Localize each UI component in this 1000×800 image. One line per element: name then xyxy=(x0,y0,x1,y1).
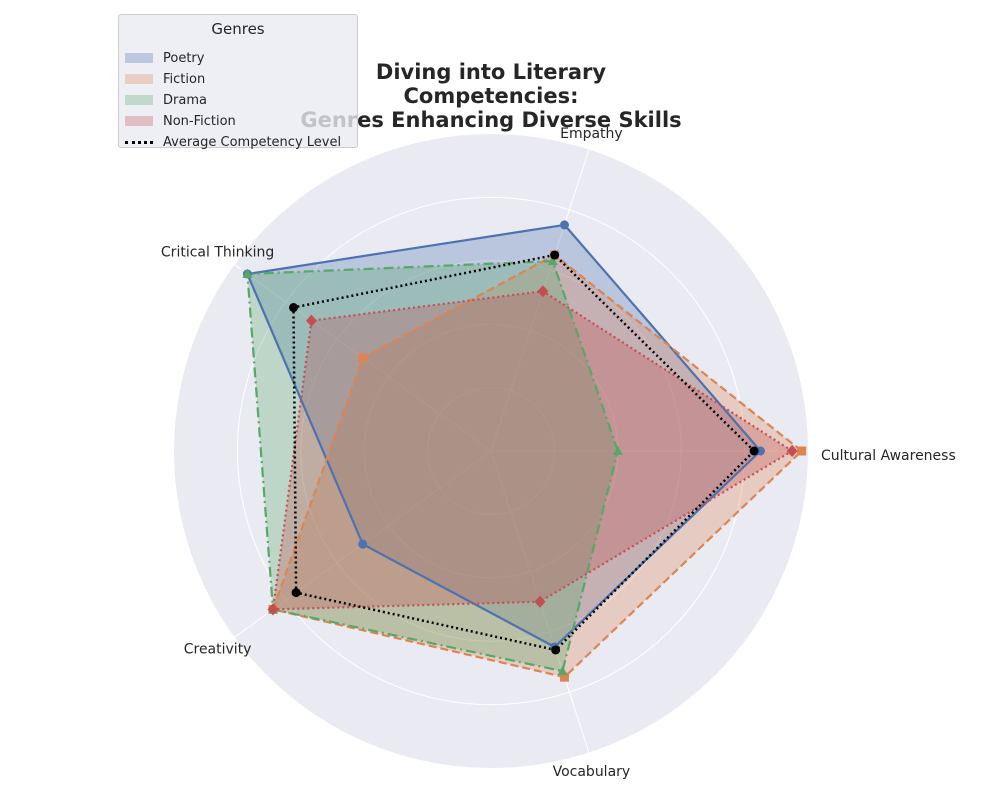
axis-label-vocabulary: Vocabulary xyxy=(553,764,631,780)
legend-item-fiction: Fiction xyxy=(125,70,205,88)
marker-drama xyxy=(612,445,623,455)
axis-label-cultural-awareness: Cultural Awareness xyxy=(821,448,956,464)
axis-label-empathy: Empathy xyxy=(560,126,623,142)
chart-title-line-1: Diving into Literary Competencies: xyxy=(375,60,607,108)
grid-spoke xyxy=(490,149,590,452)
marker-drama xyxy=(557,665,568,676)
marker-fiction xyxy=(559,672,569,682)
marker-average-competency-level xyxy=(291,588,301,598)
marker-drama xyxy=(547,255,558,266)
legend-item-drama: Drama xyxy=(125,91,207,109)
marker-fiction xyxy=(358,353,368,363)
legend-swatch-non-fiction xyxy=(125,116,153,126)
series-fill-drama xyxy=(247,261,618,672)
series-lines xyxy=(246,223,803,679)
marker-average-competency-level xyxy=(551,645,561,655)
marker-average-competency-level xyxy=(289,303,299,313)
marker-poetry xyxy=(755,446,765,456)
legend-label-average: Average Competency Level xyxy=(163,134,342,150)
marker-non-fiction xyxy=(305,314,317,327)
marker-non-fiction xyxy=(786,445,798,457)
legend-label-fiction: Fiction xyxy=(163,71,206,87)
legend-title: Genres xyxy=(211,20,265,38)
marker-fiction xyxy=(797,446,807,456)
legend-swatch-poetry xyxy=(125,53,153,63)
axis-labels: Cultural Awareness Empathy Critical Thinki… xyxy=(161,126,956,780)
series-line-poetry xyxy=(246,223,762,649)
series-markers xyxy=(242,220,807,682)
marker-non-fiction xyxy=(537,285,549,298)
legend-item-non-fiction: Non-Fiction xyxy=(125,112,236,130)
axis-label-creativity: Creativity xyxy=(184,642,252,658)
marker-non-fiction xyxy=(267,603,279,616)
series-line-fiction xyxy=(271,253,803,679)
legend-item-average: Average Competency Level xyxy=(125,133,341,151)
marker-drama xyxy=(242,268,253,278)
series-line-drama xyxy=(246,260,619,673)
legend-item-poetry: Poetry xyxy=(125,49,204,67)
axis-label-critical-thinking: Critical Thinking xyxy=(161,244,274,260)
legend-swatch-fiction xyxy=(125,74,153,84)
marker-poetry xyxy=(559,220,569,230)
legend: Genres Poetry Fiction Drama Non-Fiction … xyxy=(118,14,358,151)
marker-poetry xyxy=(358,539,368,549)
legend-swatch-drama xyxy=(125,95,153,105)
series-fill-fiction xyxy=(273,255,802,678)
polar-grid xyxy=(234,149,808,753)
series-line-non-fiction xyxy=(271,290,794,611)
legend-label-non-fiction: Non-Fiction xyxy=(163,113,236,129)
legend-label-drama: Drama xyxy=(163,92,207,108)
legend-line-average xyxy=(125,140,153,144)
chart-title-line-2: Genres Enhancing Diverse Skills xyxy=(300,108,682,132)
series-fill-non-fiction xyxy=(273,291,793,610)
marker-non-fiction xyxy=(534,595,546,608)
marker-average-competency-level xyxy=(550,250,560,260)
chart-title: Diving into Literary Competencies: Genre… xyxy=(291,60,691,132)
marker-average-competency-level xyxy=(749,446,759,456)
legend-label-poetry: Poetry xyxy=(163,50,205,66)
